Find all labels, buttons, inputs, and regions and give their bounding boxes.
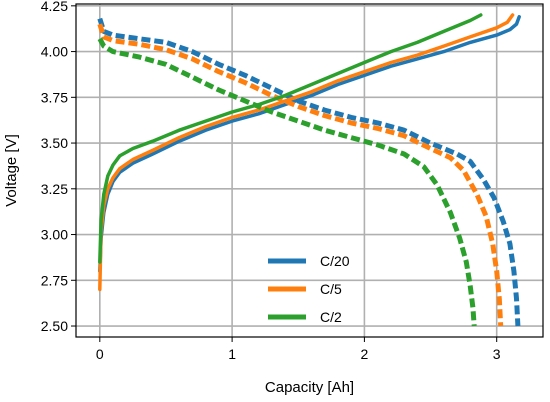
series-layer — [97, 13, 521, 327]
legend-label-c-2: C/2 — [320, 309, 342, 325]
y-axis-label: Voltage [V] — [3, 134, 20, 207]
x-tick-label: 3 — [493, 346, 501, 362]
series-c-5-charge-line — [98, 13, 515, 292]
x-tick-label: 0 — [96, 346, 104, 362]
legend: C/20 C/5 C/2 — [268, 253, 350, 325]
series-c-20-discharge-line — [97, 17, 521, 327]
series-c-2-charge-line — [98, 13, 483, 264]
y-tick-label: 2.75 — [41, 272, 68, 288]
y-tick-label: 4.00 — [41, 44, 68, 60]
x-axis-label: Capacity [Ah] — [265, 379, 354, 396]
x-tick-label: 1 — [228, 346, 236, 362]
y-tick-label: 3.50 — [41, 135, 68, 151]
axis-ticks: 0 1 2 3 2.50 2.75 3.00 3.25 3.50 3.75 4.00 4.25 — [41, 0, 501, 362]
y-tick-label: 3.25 — [41, 181, 68, 197]
y-tick-label: 3.75 — [41, 89, 68, 105]
legend-label-c-20: C/20 — [320, 253, 350, 269]
y-tick-label: 2.50 — [41, 318, 68, 334]
y-tick-label: 4.25 — [41, 0, 68, 14]
series-c-5-discharge-line — [97, 23, 504, 327]
series-c-2-discharge-line — [97, 37, 477, 327]
plot-frame — [75, 3, 544, 338]
y-tick-label: 3.00 — [41, 227, 68, 243]
legend-label-c-5: C/5 — [320, 281, 342, 297]
grid — [76, 4, 543, 337]
x-tick-label: 2 — [361, 346, 369, 362]
